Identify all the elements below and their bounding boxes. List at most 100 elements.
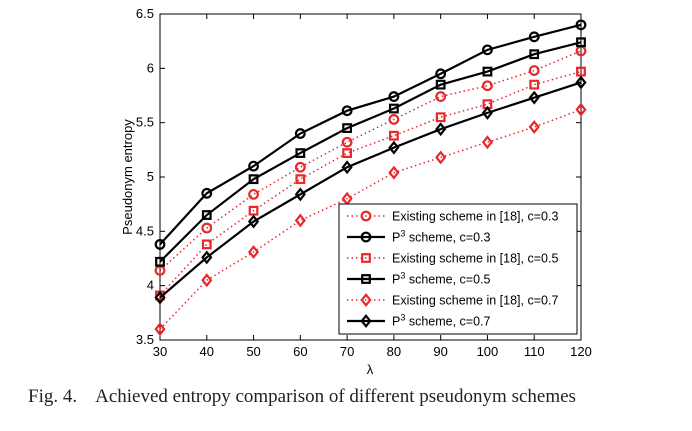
figure-number: Fig. 4. xyxy=(28,386,78,407)
data-point xyxy=(528,65,540,76)
y-tick-label: 6.5 xyxy=(136,6,154,21)
data-point xyxy=(529,49,540,60)
x-tick-label: 60 xyxy=(293,344,307,359)
x-tick-label: 90 xyxy=(433,344,447,359)
figure-caption: Fig. 4. Achieved entropy comparison of di… xyxy=(28,386,688,408)
x-tick-label: 100 xyxy=(477,344,499,359)
data-point xyxy=(201,250,213,265)
data-point xyxy=(435,91,447,102)
data-point xyxy=(295,148,306,158)
series-line xyxy=(159,23,582,246)
legend-entry: P3 scheme, c=0.3 xyxy=(347,229,491,245)
y-tick-label: 3.5 xyxy=(136,332,154,347)
data-point xyxy=(248,188,259,200)
x-tick-label: 110 xyxy=(524,344,545,359)
data-point xyxy=(528,90,540,105)
legend-entry: Existing scheme in [18], c=0.7 xyxy=(347,293,558,308)
data-point xyxy=(201,239,212,250)
series-line xyxy=(159,41,582,263)
legend-marker xyxy=(360,231,372,243)
data-point xyxy=(388,103,399,114)
legend-label: P3 scheme, c=0.3 xyxy=(392,229,491,245)
legend-label: P3 scheme, c=0.5 xyxy=(392,271,491,287)
data-point xyxy=(575,75,587,90)
data-point xyxy=(248,160,259,172)
series-6 xyxy=(154,75,587,305)
data-point xyxy=(388,130,399,141)
y-tick-label: 6 xyxy=(147,60,154,75)
data-point xyxy=(295,174,306,185)
data-point xyxy=(435,68,447,80)
data-point xyxy=(341,105,353,117)
data-point xyxy=(294,213,306,228)
legend-label: Existing scheme in [18], c=0.5 xyxy=(392,252,558,266)
data-point xyxy=(575,102,587,117)
data-point xyxy=(575,19,587,31)
data-point xyxy=(435,150,447,165)
data-point xyxy=(388,165,400,180)
data-point xyxy=(481,105,494,120)
data-point xyxy=(341,136,353,148)
legend-marker xyxy=(360,314,372,328)
legend-box xyxy=(338,203,578,335)
data-point xyxy=(342,123,353,134)
data-point xyxy=(201,222,213,234)
data-point xyxy=(248,205,259,216)
data-point xyxy=(481,135,494,150)
x-tick-label: 50 xyxy=(246,344,260,359)
data-point xyxy=(294,187,306,202)
legend-marker xyxy=(360,293,372,307)
legend-marker xyxy=(360,210,372,222)
data-point xyxy=(388,91,400,102)
data-point xyxy=(435,79,446,90)
y-tick-label: 5 xyxy=(147,169,154,184)
series-line xyxy=(159,81,582,299)
data-point xyxy=(482,80,493,92)
data-point xyxy=(201,187,213,199)
data-point xyxy=(388,114,400,125)
axis-ticks: 30 40 50 60 70 80 90 100 110 120 3.5 4 4.5 5 5.5 6 6.5 xyxy=(136,6,592,359)
data-point xyxy=(294,128,306,139)
y-tick-label: 4 xyxy=(147,278,154,293)
legend-marker xyxy=(361,274,371,284)
data-point xyxy=(576,37,586,48)
series-line xyxy=(159,108,582,330)
legend-label: Existing scheme in [18], c=0.7 xyxy=(392,294,558,308)
data-point xyxy=(528,120,540,134)
caption-text: Achieved entropy comparison of different… xyxy=(95,386,576,407)
y-tick-label: 5.5 xyxy=(136,115,154,130)
x-axis-label: λ xyxy=(367,362,374,377)
data-point xyxy=(435,122,447,137)
y-axis-label: Pseudonym entropy xyxy=(120,119,135,235)
data-point xyxy=(247,214,260,229)
x-tick-label: 40 xyxy=(200,344,214,359)
series-line xyxy=(159,70,582,296)
data-point xyxy=(435,112,446,123)
series-layer xyxy=(154,19,587,337)
data-point xyxy=(155,256,165,267)
legend-marker xyxy=(361,253,371,263)
data-point xyxy=(154,238,166,250)
data-point xyxy=(482,66,493,77)
legend: Existing scheme in [18], c=0.3 P3 scheme,… xyxy=(338,203,578,335)
legend-entry: P3 scheme, c=0.7 xyxy=(347,313,491,329)
data-point xyxy=(482,44,493,56)
data-point xyxy=(247,245,260,259)
data-point xyxy=(294,161,306,173)
entropy-line-chart: 30 40 50 60 70 80 90 100 110 120 3.5 4 4.5 5 5.5 6 6.5 λ… xyxy=(120,6,592,377)
series-1 xyxy=(154,45,587,276)
x-tick-label: 80 xyxy=(387,344,401,359)
data-point xyxy=(201,273,213,288)
legend-entry: Existing scheme in [18], c=0.3 xyxy=(347,210,558,224)
data-point xyxy=(154,322,166,337)
series-5 xyxy=(154,102,587,337)
legend-label: P3 scheme, c=0.7 xyxy=(392,313,491,329)
data-point xyxy=(154,290,166,305)
y-tick-label: 4.5 xyxy=(136,223,154,238)
series-2 xyxy=(154,19,587,250)
data-point xyxy=(576,66,586,77)
series-4 xyxy=(155,37,586,267)
data-point xyxy=(529,79,540,90)
data-point xyxy=(528,31,540,43)
legend-entry: Existing scheme in [18], c=0.5 xyxy=(347,252,558,266)
